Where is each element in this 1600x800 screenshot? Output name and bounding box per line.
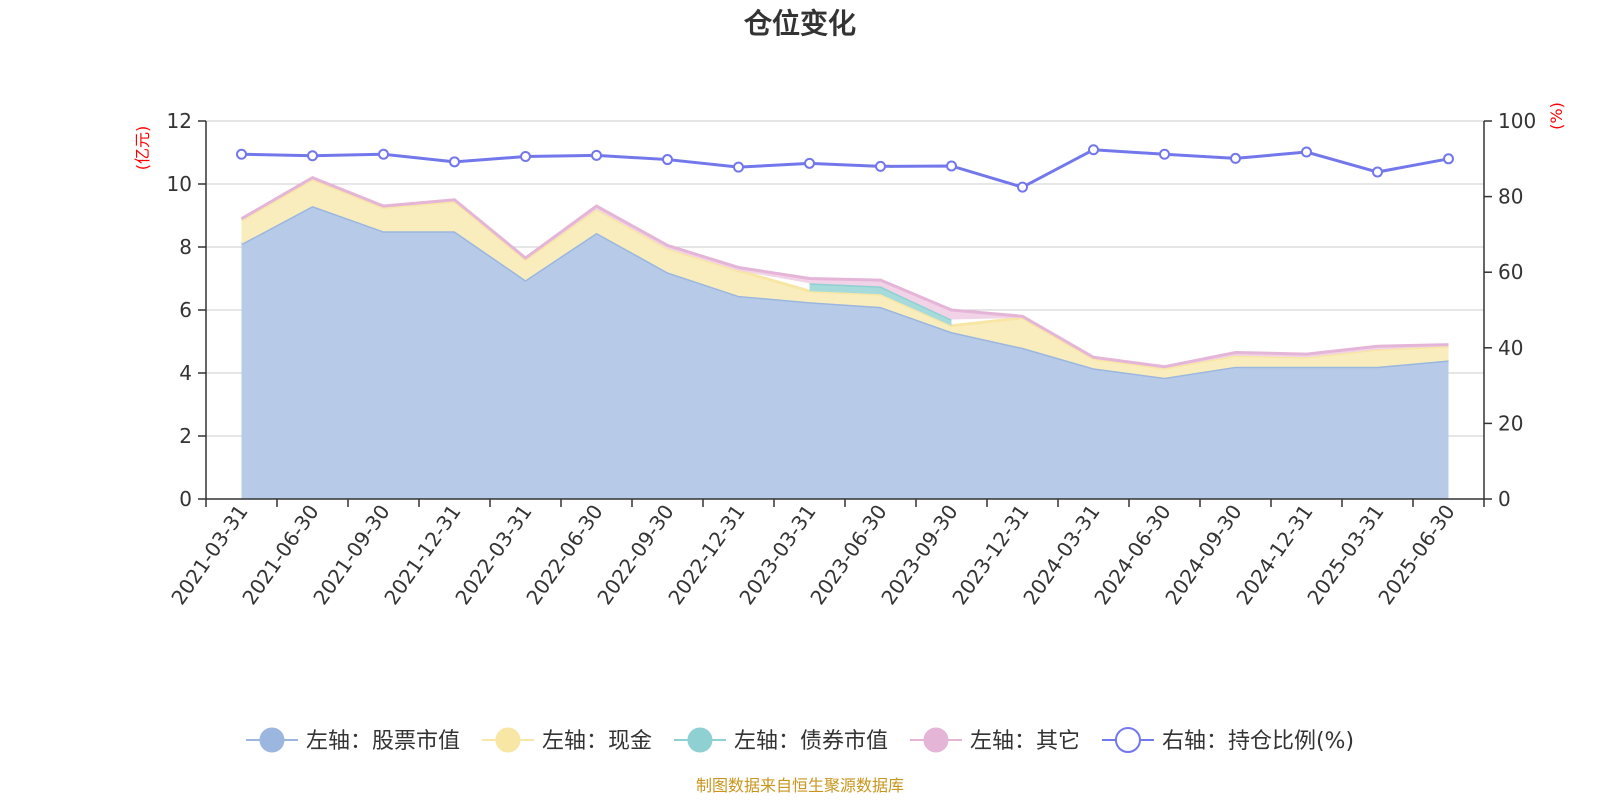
left-tick-label: 10 [167, 172, 192, 196]
legend-label: 左轴：其它 [970, 729, 1080, 754]
ratio-point [946, 160, 957, 172]
data-source-note: 制图数据来自恒生聚源数据库 [696, 776, 904, 795]
area-2 [809, 283, 952, 326]
ratio-point [449, 156, 460, 168]
ratio-line-path [241, 148, 1449, 189]
area-0 [241, 206, 1449, 500]
right-tick-label: 80 [1498, 185, 1523, 209]
legend-item-1: 左轴：现金 [481, 727, 652, 754]
legend-label: 右轴：持仓比例(%) [1162, 729, 1354, 754]
legend-item-0: 左轴：股票市值 [245, 727, 460, 754]
legend-marker [687, 727, 713, 753]
right-tick-label: 0 [1498, 487, 1511, 511]
ratio-point [875, 160, 886, 172]
left-tick-label: 4 [179, 361, 192, 385]
ratio-point [307, 150, 318, 162]
left-tick-label: 2 [179, 424, 192, 448]
left-axis-unit: (亿元) [133, 126, 152, 171]
chart-title: 仓位变化 [744, 7, 856, 40]
right-tick-label: 40 [1498, 336, 1523, 360]
legend-label: 左轴：债券市值 [734, 729, 888, 754]
ratio-point [591, 149, 602, 161]
right-tick-label: 20 [1498, 411, 1523, 435]
left-tick-label: 0 [179, 487, 192, 511]
ratio-point [1159, 148, 1170, 160]
legend: 左轴：股票市值 左轴：现金 左轴：债券市值 左轴：其它 右轴：持仓比例(%) [245, 727, 1354, 754]
ratio-point [1301, 146, 1312, 158]
legend-item-3: 左轴：其它 [909, 727, 1080, 754]
ratio-point [733, 161, 744, 173]
ratio-point [804, 157, 815, 169]
area-line-3 [240, 176, 1449, 369]
stacked-areas [240, 176, 1449, 500]
legend-marker [1114, 727, 1141, 753]
legend-label: 左轴：现金 [542, 729, 652, 754]
ratio-point [662, 154, 673, 166]
left-tick-label: 6 [179, 298, 192, 322]
legend-item-4: 右轴：持仓比例(%) [1101, 727, 1354, 754]
ratio-point [520, 151, 531, 163]
legend-label: 左轴：股票市值 [306, 729, 460, 754]
right-tick-label: 100 [1498, 109, 1536, 133]
right-tick-label: 60 [1498, 260, 1523, 284]
ratio-point [236, 148, 247, 160]
left-tick-label: 8 [179, 235, 192, 259]
legend-marker [923, 727, 949, 753]
right-axis-unit: (%) [1547, 102, 1566, 130]
ratio-point [1443, 153, 1454, 165]
legend-marker [259, 727, 285, 753]
ratio-point [1017, 181, 1028, 193]
legend-marker [495, 727, 521, 753]
ratio-point [1230, 152, 1241, 164]
area-1 [241, 179, 1449, 378]
left-tick-label: 12 [167, 109, 192, 133]
ratio-point [1088, 144, 1099, 156]
ratio-point [378, 148, 389, 160]
ratio-line [236, 144, 1454, 193]
legend-item-2: 左轴：债券市值 [673, 727, 888, 754]
ratio-point [1372, 166, 1383, 178]
